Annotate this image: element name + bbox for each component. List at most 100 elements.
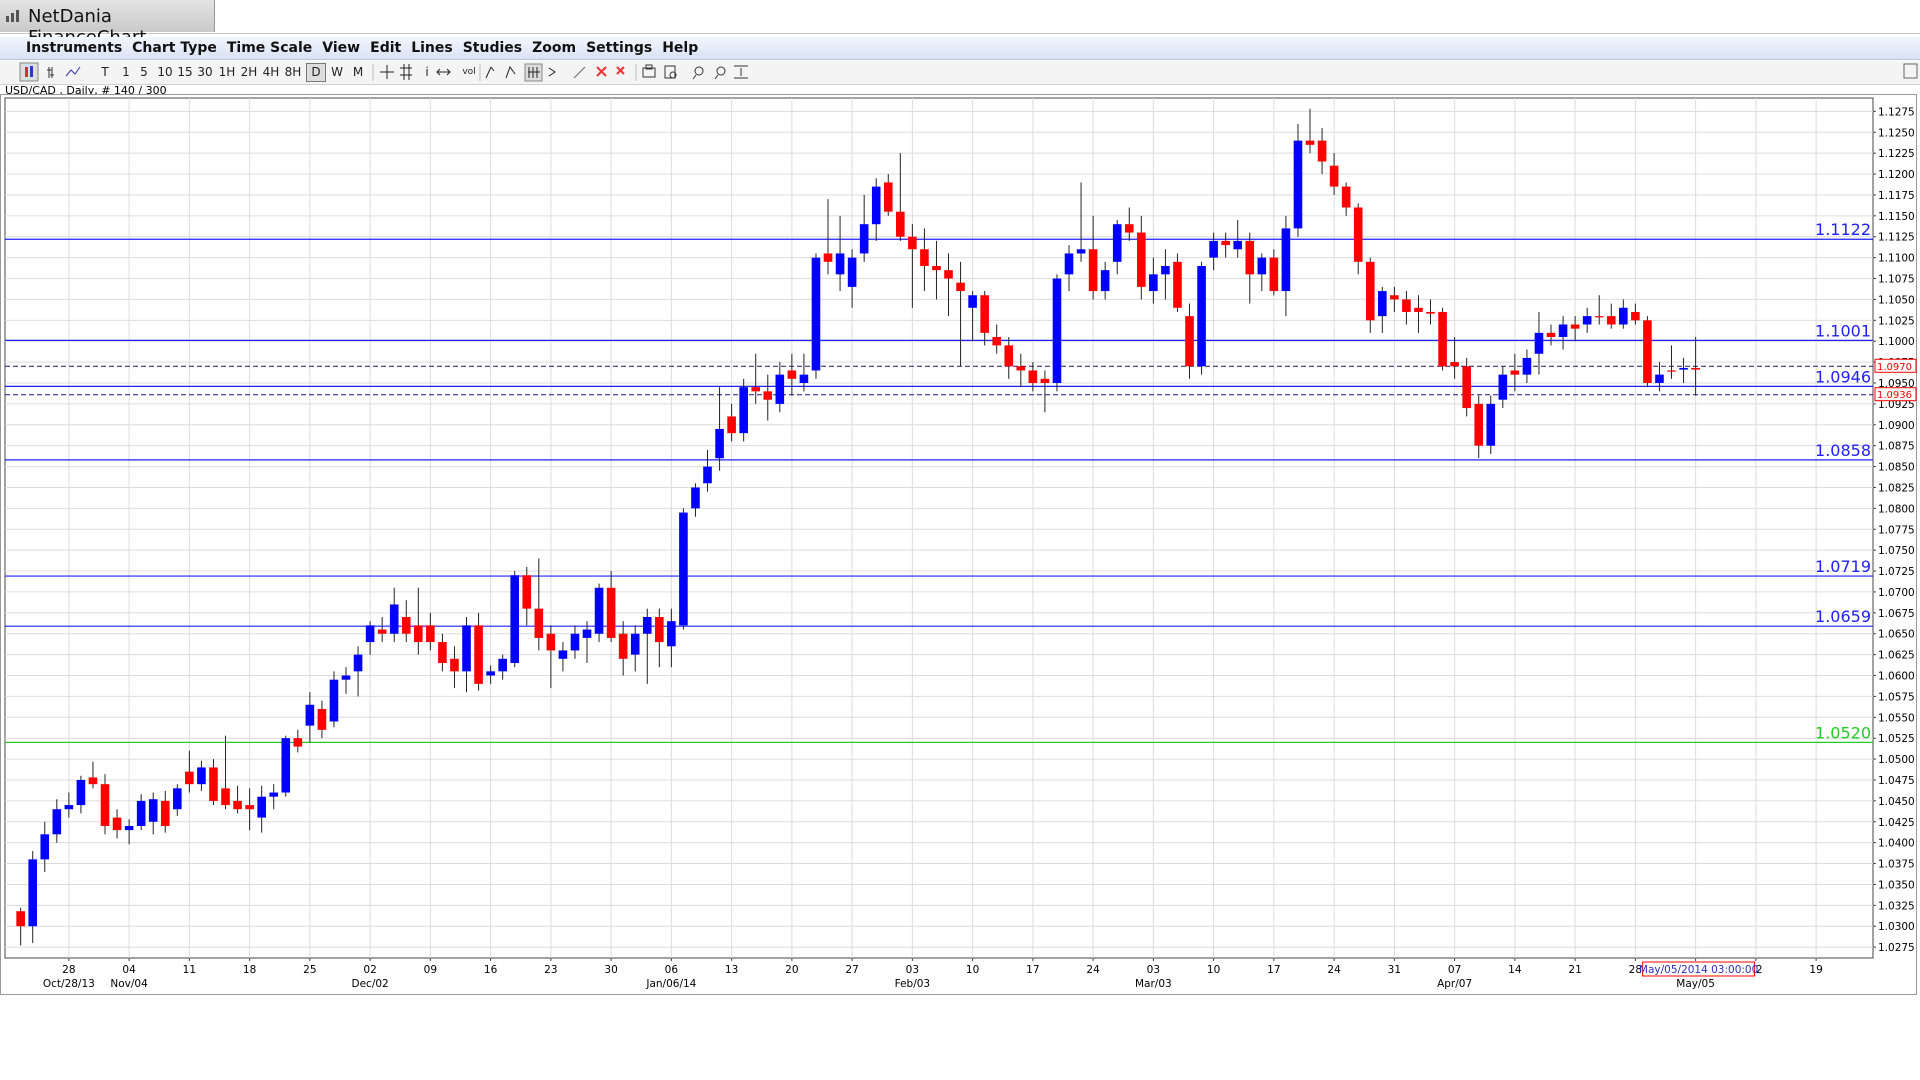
x-tick-label: 17 — [1267, 964, 1280, 976]
toolbar-button[interactable]: 10 — [157, 65, 173, 79]
level-label: 1.1001 — [1815, 321, 1871, 340]
candle-body — [269, 792, 279, 797]
toolbar-button[interactable]: 1H — [218, 65, 236, 79]
candle-body — [474, 625, 483, 684]
y-tick-label: 1.0300 — [1878, 921, 1915, 933]
candle-body — [64, 805, 74, 810]
app-tab[interactable]: NetDania FinanceChart — [0, 0, 215, 48]
x-group-label: Feb/03 — [895, 978, 931, 990]
candle-body — [1667, 370, 1676, 372]
candle-body — [52, 809, 62, 835]
candle-body — [558, 650, 568, 659]
candle-body — [160, 800, 170, 826]
candle-body — [305, 704, 315, 726]
toolbar-button[interactable]: 30 — [197, 65, 213, 79]
toolbar-button[interactable]: M — [352, 65, 364, 79]
candle-body — [630, 633, 640, 655]
toolbar-button[interactable]: vol — [462, 67, 476, 77]
menu-item[interactable]: Lines — [411, 40, 453, 56]
candle-body — [1450, 362, 1459, 367]
menu-item[interactable]: Chart Type — [132, 40, 217, 56]
candle-body — [1028, 370, 1038, 383]
y-tick-label: 1.1100 — [1878, 253, 1915, 265]
candle-body — [1305, 140, 1315, 145]
candle-body — [1076, 249, 1086, 254]
toolbar-button[interactable]: D — [306, 63, 326, 82]
candle-body — [317, 708, 327, 730]
menu-item[interactable]: Help — [662, 40, 699, 56]
level-label: 1.0520 — [1815, 723, 1871, 742]
candle-body — [1149, 274, 1158, 292]
candle-body — [1534, 332, 1544, 354]
candle-body — [1570, 324, 1580, 329]
candle-body — [1100, 270, 1110, 292]
candle-body — [1655, 374, 1664, 383]
chart: 1.0275 1.0300 1.0325 1.0350 1.0375 1.0400 1.04… — [0, 94, 1917, 995]
candle-body — [1233, 240, 1243, 250]
candle-body — [76, 779, 86, 806]
candle-body — [414, 625, 423, 643]
toolbar-button[interactable]: 8H — [284, 65, 302, 79]
candle-body — [293, 738, 303, 747]
menu-item[interactable]: Time Scale — [226, 40, 313, 56]
y-tick-label: 1.0875 — [1878, 441, 1915, 453]
toolbar-button[interactable]: 1 — [122, 65, 130, 79]
toolbar-button[interactable]: 15 — [177, 65, 193, 79]
candle-body — [185, 771, 194, 785]
x-tick-label: 31 — [1388, 964, 1401, 976]
candle-body — [1064, 253, 1074, 275]
menu-item[interactable]: Zoom — [532, 40, 577, 56]
x-tick-label: 13 — [725, 964, 738, 976]
candle-body — [1691, 367, 1700, 370]
candle-body — [1016, 366, 1026, 371]
candle-body — [859, 224, 869, 254]
candle-body — [703, 466, 712, 484]
menu-item[interactable]: Settings — [586, 40, 653, 56]
toolbar-button[interactable]: i — [425, 65, 429, 79]
candle-body — [811, 257, 821, 371]
candle-body — [1245, 240, 1255, 275]
y-tick-label: 1.0600 — [1878, 671, 1915, 683]
x-tick-label: 19 — [1809, 964, 1822, 976]
menu-item[interactable]: View — [322, 40, 361, 56]
candle-body — [883, 182, 893, 212]
toolbar-button[interactable]: T — [101, 65, 109, 79]
toolbar-button[interactable]: 2H — [240, 65, 258, 79]
y-tick-label: 1.0850 — [1878, 462, 1915, 474]
candle-body — [1414, 307, 1423, 312]
toolbar-button[interactable]: 5 — [140, 65, 148, 79]
x-tick-label: 18 — [243, 964, 256, 976]
y-tick-label: 1.0500 — [1878, 754, 1915, 766]
y-tick-label: 1.0325 — [1878, 900, 1915, 912]
toolbar-button[interactable]: W — [331, 65, 343, 79]
y-tick-label: 1.0450 — [1878, 796, 1915, 808]
x-group-label: Mar/03 — [1135, 978, 1172, 990]
x-tick-label: 28 — [1629, 964, 1642, 976]
price-box — [1874, 387, 1917, 402]
candle-body — [1582, 316, 1592, 325]
y-tick-label: 1.0775 — [1878, 524, 1915, 536]
level-label: 1.1122 — [1815, 220, 1871, 239]
x-tick-label: 23 — [544, 964, 557, 976]
menu-item[interactable]: Studies — [462, 40, 523, 56]
y-tick-label: 1.0425 — [1878, 817, 1915, 829]
candle-body — [377, 629, 387, 634]
y-tick-label: 1.0650 — [1878, 629, 1915, 641]
candle-body — [739, 387, 748, 434]
y-tick-label: 1.0725 — [1878, 566, 1915, 578]
price-box — [1874, 358, 1917, 373]
candle-body — [197, 767, 206, 785]
menu-item[interactable]: Edit — [370, 40, 402, 56]
candle-body — [1293, 140, 1303, 229]
toolbar-button[interactable]: 4H — [262, 65, 280, 79]
candle-body — [1438, 311, 1447, 367]
candle-body — [1606, 316, 1616, 325]
y-tick-label: 1.1225 — [1878, 148, 1915, 160]
menu-item[interactable]: Instruments — [26, 40, 123, 56]
x-group-label: Jan/06/14 — [645, 978, 696, 990]
candle-body — [1209, 240, 1218, 258]
x-tick-label: 25 — [303, 964, 316, 976]
candle-body — [763, 391, 773, 400]
candle-body — [1498, 374, 1508, 400]
x-tick-label: 20 — [785, 964, 798, 976]
